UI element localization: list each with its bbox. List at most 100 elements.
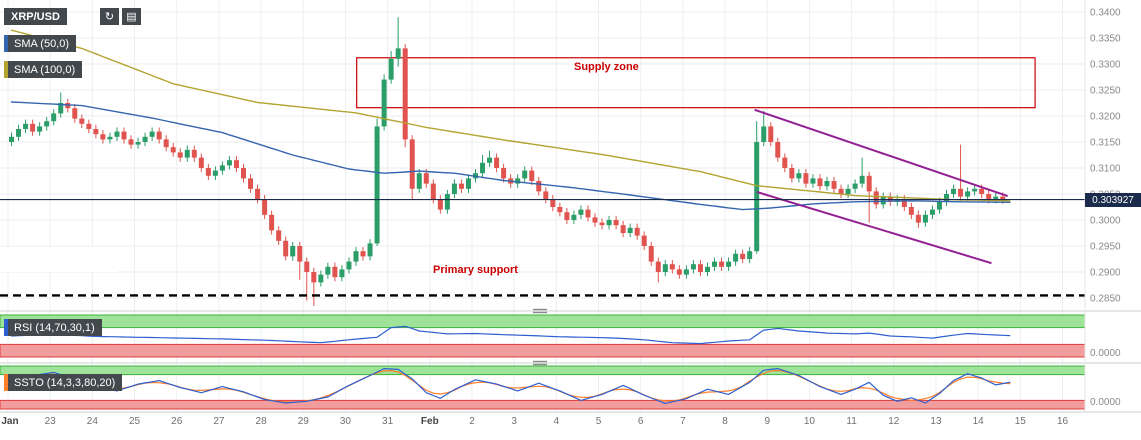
time-axis-label: 5 [596,416,602,427]
ssto-k-line [10,368,1011,404]
time-axis-label: 29 [298,416,310,427]
candle-body [255,188,261,200]
price-axis-label: 0.3400 [1090,8,1121,19]
candle-body [16,129,22,137]
candle-body [72,108,78,119]
candle-body [564,212,570,220]
candle-body [480,162,486,174]
candle-body [986,194,992,200]
candle-body [360,251,366,257]
supply-zone-label: Supply zone [574,61,639,73]
candle-body [641,235,647,246]
candle-body [936,201,942,210]
candle-body [747,251,753,259]
candle-body [233,160,239,168]
candle-body [430,183,436,200]
candle-body [51,113,57,122]
candle-body [212,170,218,176]
rsi-legend[interactable]: RSI (14,70,30,1) [4,319,102,336]
time-axis-label: 25 [129,416,141,427]
candle-body [458,183,464,189]
candle-body [782,157,788,168]
candle-body [93,129,99,135]
candle-body [374,126,380,244]
candle-body [993,196,999,200]
candle-body [198,157,204,168]
candle-body [311,272,317,283]
candle-body [880,196,886,205]
candle-body [599,222,605,226]
candle-body [58,103,64,114]
candle-body [775,142,781,158]
candle-body [437,199,443,210]
candle-body [248,178,254,189]
candle-body [768,126,774,142]
candle-body [416,173,422,189]
candle-body [915,214,921,223]
candle-body [578,209,584,215]
candle-body [803,173,809,184]
sma50-label: SMA (50,0) [14,37,70,50]
candle-body [269,214,275,231]
candle-body [726,261,732,267]
candle-body [325,266,331,275]
last-price-badge: 0.303927 [1085,193,1141,207]
candle-body [761,126,767,142]
camera-button[interactable]: ▤ [122,8,141,25]
sma50-color-strip [4,35,8,52]
ssto-overbought-band [0,365,1086,376]
candle-body [283,240,289,257]
sma100-legend[interactable]: SMA (100,0) [4,61,83,78]
time-axis-label: 7 [680,416,686,427]
sma100-color-strip [4,61,8,78]
candle-body [353,251,359,262]
ssto-axis-label: 0.0000 [1090,397,1121,408]
candle-body [719,261,725,267]
candle-body [873,191,879,205]
candle-body [451,183,457,194]
candle-body [388,58,394,80]
candle-body [740,253,746,259]
candle-body [79,118,85,124]
refresh-button[interactable]: ↻ [100,8,119,25]
candle-body [149,131,155,137]
time-axis-label: Feb [421,416,439,427]
refresh-icon: ↻ [104,11,115,23]
time-axis-label: 26 [171,416,183,427]
time-axis-label: 12 [888,416,900,427]
time-axis-label: 24 [87,416,99,427]
candle-body [585,209,591,218]
time-axis-label: 9 [764,416,770,427]
candle-body [381,79,387,127]
symbol-badge[interactable]: XRP/USD [4,8,67,25]
candle-body [697,264,703,272]
candle-body [733,253,739,262]
candle-body [163,139,169,148]
candle-body [241,168,247,179]
ssto-legend[interactable]: SSTO (14,3,3,80,20) [4,374,123,391]
candle-body [135,142,141,145]
candle-body [951,188,957,194]
rsi-line [10,325,1011,345]
candle-body [979,188,985,194]
candle-body [655,261,661,272]
candle-body [44,121,50,127]
candle-body [177,152,183,158]
candle-body [142,136,148,142]
candle-body [423,173,429,184]
candle-body [866,175,872,192]
price-axis-label: 0.3300 [1090,60,1121,71]
sma50-legend[interactable]: SMA (50,0) [4,35,77,52]
price-axis-label: 0.2900 [1090,268,1121,279]
candle-body [704,266,710,272]
candle-body [606,220,612,226]
time-axis-label: 3 [511,416,517,427]
candle-body [346,261,352,270]
price-axis-label: 0.3200 [1090,112,1121,123]
wedge-upper-line [754,108,1008,198]
candle-body [550,199,556,207]
candle-body [859,175,865,184]
candle-body [332,266,338,278]
camera-icon: ▤ [126,11,137,23]
